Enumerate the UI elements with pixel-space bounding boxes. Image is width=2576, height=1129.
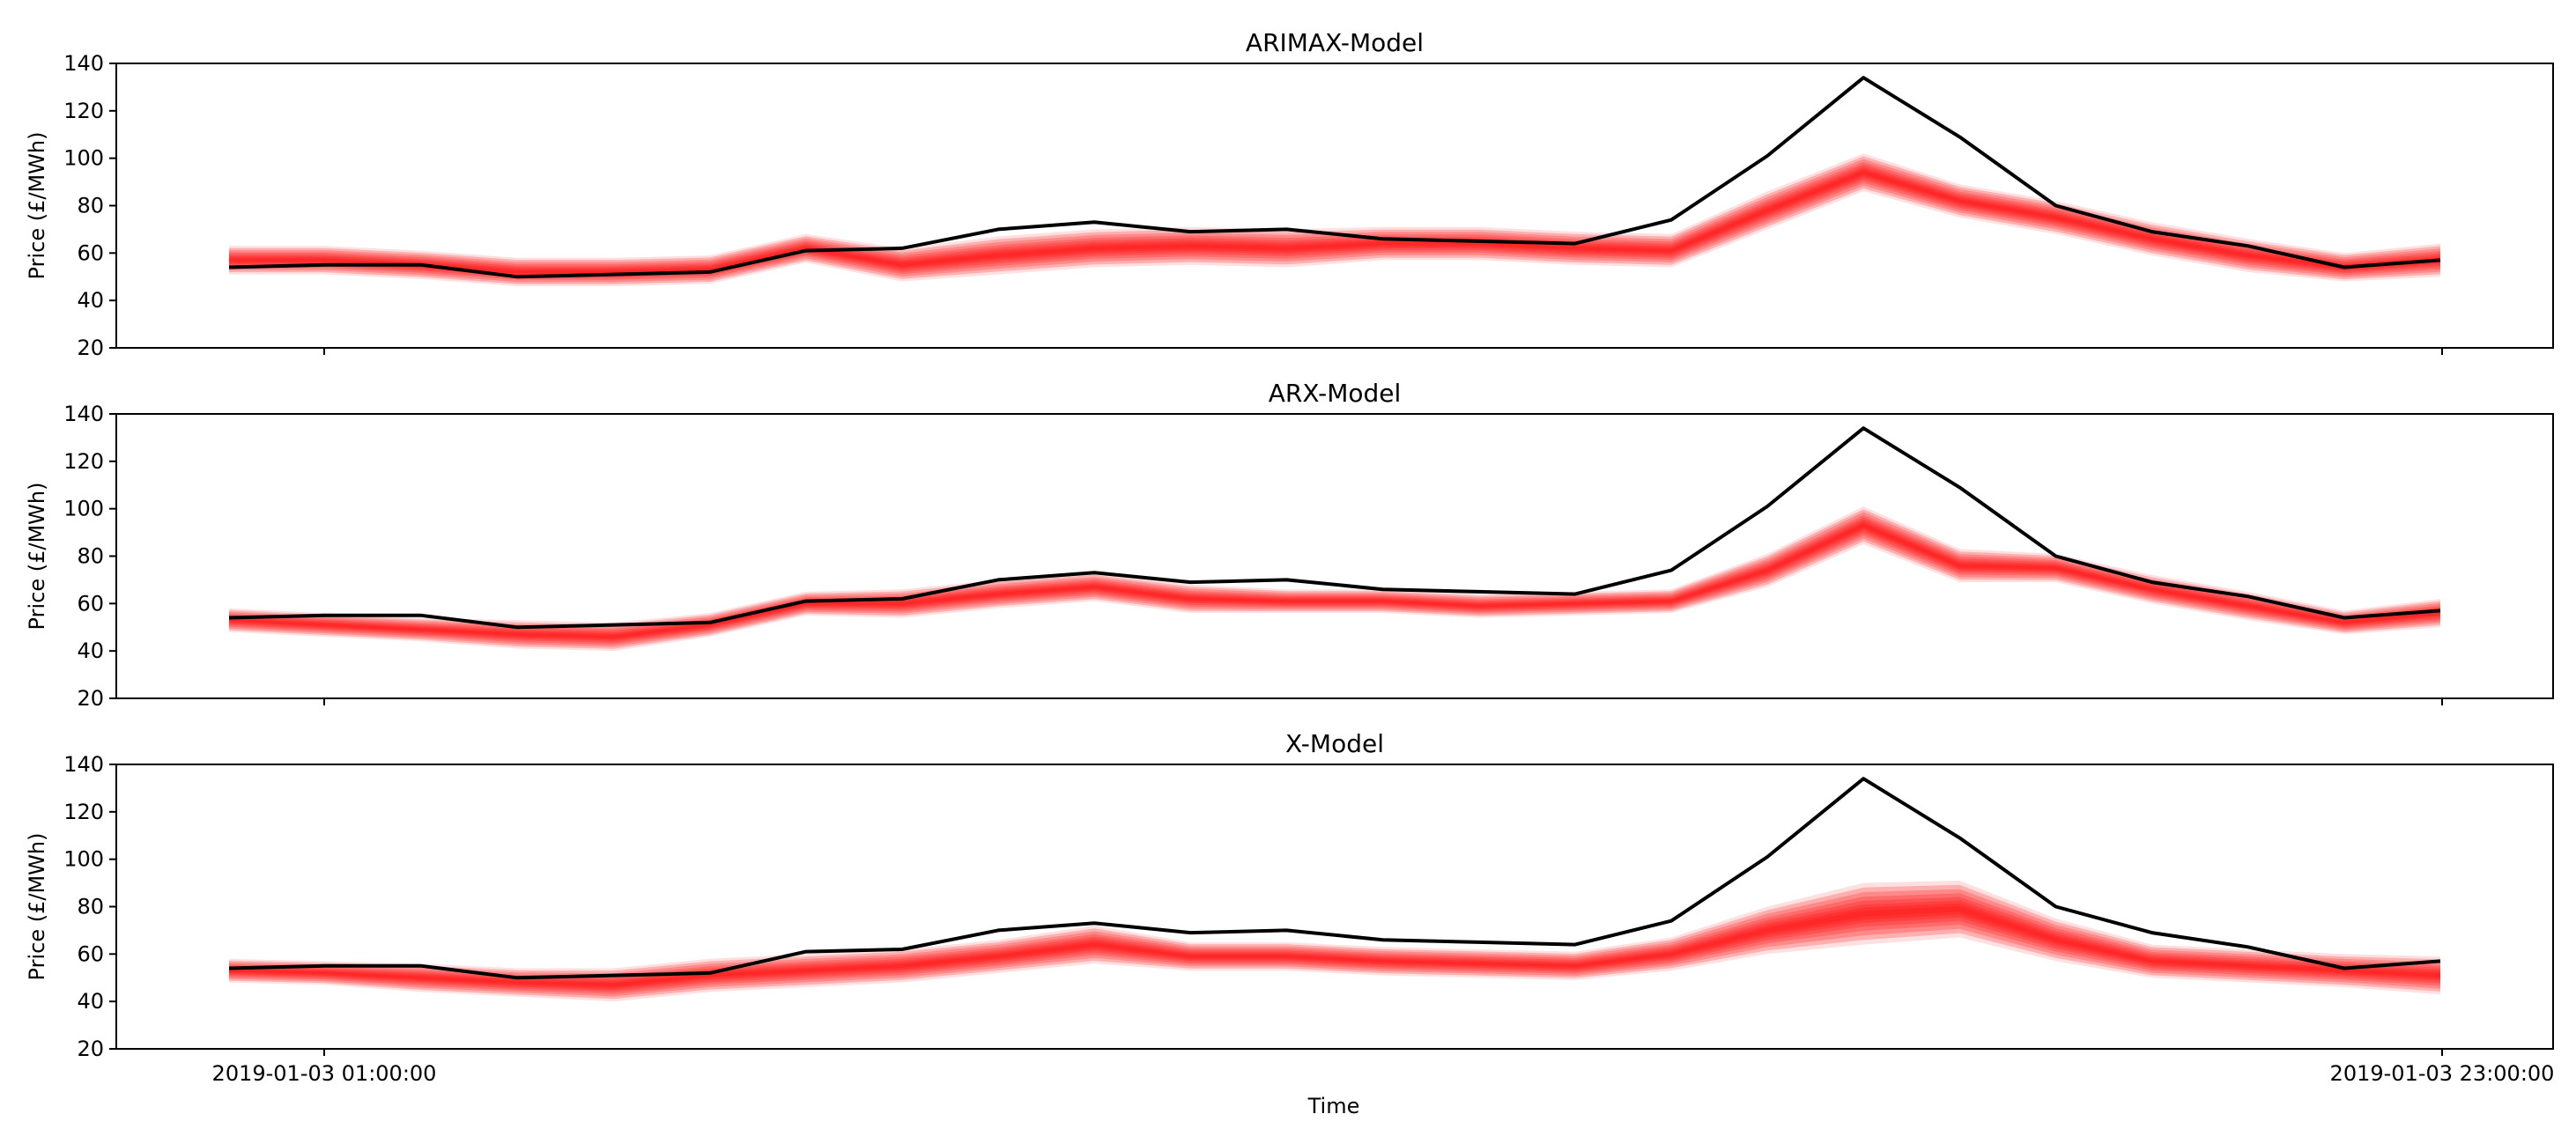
y-axis-label: Price (£/MWh): [25, 483, 49, 631]
forecast-band-layer: [229, 514, 2440, 645]
forecast-band: [229, 153, 2440, 286]
panel-2: 20 40 60 80 100 120 140 2019-01-03 01:00:00 2019…: [25, 729, 2554, 1086]
forecast-band: [229, 880, 2440, 1002]
forecast-band-layer: [229, 521, 2440, 640]
y-tick-label: 140: [63, 402, 104, 426]
x-axis-label: Time: [1307, 1094, 1360, 1118]
x-tick-label: 2019-01-03 01:00:00: [212, 1061, 437, 1086]
forecast-band-layer: [229, 156, 2440, 284]
panel-title: X-Model: [1285, 729, 1384, 758]
panels: 20 40 60 80 100 120 140 ARIMAX-Model Price (£/MW…: [25, 28, 2554, 1086]
y-tick-label: 120: [63, 99, 104, 123]
panel-1: 20 40 60 80 100 120 140 ARX-Model Price (£/MWh): [25, 379, 2554, 711]
forecast-band-layer: [229, 903, 2440, 989]
y-tick-label: 20: [77, 686, 104, 711]
forecast-band-layer: [229, 880, 2440, 1002]
y-tick-label: 120: [63, 449, 104, 474]
y-tick-label: 80: [77, 895, 104, 919]
forecast-band-layer: [229, 523, 2440, 638]
y-axis-label: Price (£/MWh): [25, 833, 49, 981]
forecast-band-layer: [229, 162, 2440, 280]
forecast-band-layer: [229, 166, 2440, 277]
y-tick-label: 80: [77, 194, 104, 218]
actual-price-line: [228, 76, 2441, 279]
y-tick-label: 40: [77, 288, 104, 313]
forecast-band-layer: [229, 893, 2440, 994]
forecast-band-layer: [229, 153, 2440, 286]
y-tick-label: 100: [63, 497, 104, 521]
y-tick-label: 20: [77, 336, 104, 360]
y-tick-label: 100: [63, 146, 104, 171]
forecast-band-layer: [229, 517, 2440, 643]
forecast-band-layer: [229, 900, 2440, 990]
y-tick-label: 40: [77, 989, 104, 1014]
forecast-band-layer: [229, 889, 2440, 997]
y-tick-label: 140: [63, 51, 104, 76]
x-tick-label: 2019-01-03 23:00:00: [2330, 1061, 2555, 1086]
panel-0: 20 40 60 80 100 120 140 ARIMAX-Model Price (£/MW…: [25, 28, 2554, 360]
forecast-band-layer: [229, 509, 2440, 649]
forecast-band-layer: [229, 164, 2440, 278]
forecast-band-layer: [229, 512, 2440, 647]
actual-price-line: [228, 426, 2441, 630]
y-tick-label: 40: [77, 638, 104, 663]
y-tick-label: 100: [63, 847, 104, 872]
y-tick-label: 60: [77, 591, 104, 616]
y-tick-label: 140: [63, 752, 104, 777]
forecast-band-layer: [229, 159, 2440, 283]
forecast-band-layer: [229, 520, 2440, 641]
panel-title: ARX-Model: [1269, 379, 1402, 408]
y-tick-label: 20: [77, 1037, 104, 1061]
forecast-band-layer: [229, 506, 2440, 652]
axes-frame: [115, 63, 2554, 349]
y-tick-label: 60: [77, 941, 104, 966]
y-tick-label: 80: [77, 544, 104, 569]
forecast-band: [229, 506, 2440, 652]
y-tick-label: 60: [77, 240, 104, 265]
y-tick-label: 120: [63, 800, 104, 824]
actual-price-line: [228, 777, 2441, 980]
axes-frame: [115, 413, 2554, 699]
forecast-band-layer: [229, 884, 2440, 1000]
forecast-band-layer: [229, 168, 2440, 276]
y-axis-label: Price (£/MWh): [25, 132, 49, 280]
forecast-band-layer: [229, 906, 2440, 987]
axes-frame: [115, 764, 2554, 1050]
panel-title: ARIMAX-Model: [1246, 28, 1424, 57]
forecast-band-layer: [229, 897, 2440, 992]
